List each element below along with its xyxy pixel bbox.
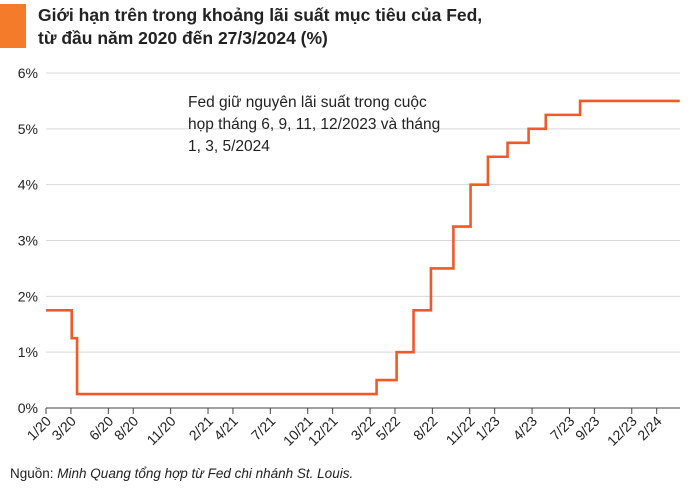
source-prefix: Nguồn:	[10, 466, 58, 481]
x-tick-label: 4/23	[510, 413, 541, 444]
y-axis-ticks: 0% 1% 2% 3% 4% 5% 6%	[18, 65, 38, 416]
x-tick-label: 2/24	[634, 413, 665, 444]
x-tick-label: 4/21	[210, 413, 241, 444]
x-tick-label: 7/23	[547, 413, 578, 444]
x-tick-label: 3/22	[348, 413, 379, 444]
hold-annotation: Fed giữ nguyên lãi suất trong cuộc họp th…	[188, 94, 440, 155]
y-tick-label: 2%	[18, 288, 38, 304]
x-tick-label: 2/21	[186, 413, 217, 444]
annotation-line: họp tháng 6, 9, 11, 12/2023 và tháng	[188, 116, 440, 133]
y-tick-label: 1%	[18, 344, 38, 360]
x-tick-label: 1/20	[24, 413, 55, 444]
x-axis-ticks: 1/203/20 6/208/20 11/20 2/214/21 7/21 10/2112…	[24, 408, 665, 449]
source-note: Nguồn: Minh Quang tổng hợp từ Fed chi nh…	[10, 466, 353, 481]
annotation-line: 1, 3, 5/2024	[188, 138, 270, 155]
x-tick-label: 6/20	[86, 413, 117, 444]
title-accent-bar	[0, 4, 26, 48]
grid-lines	[46, 72, 680, 353]
x-tick-label: 3/20	[48, 413, 79, 444]
chart-title: Giới hạn trên trong khoảng lãi suất mục …	[38, 4, 678, 50]
y-tick-label: 0%	[18, 400, 38, 416]
x-tick-label: 11/20	[143, 413, 179, 449]
chart-title-line-2: từ đầu năm 2020 đến 27/3/2024 (%)	[38, 28, 328, 48]
y-tick-label: 4%	[18, 177, 38, 193]
rate-step-line	[46, 99, 680, 396]
x-tick-label: 12/21	[305, 413, 341, 449]
x-tick-label: 1/23	[472, 413, 503, 444]
chart-title-line-1: Giới hạn trên trong khoảng lãi suất mục …	[38, 5, 483, 25]
x-tick-label: 9/23	[572, 413, 603, 444]
x-tick-label: 5/22	[373, 413, 404, 444]
y-tick-label: 6%	[18, 65, 38, 81]
source-text: Minh Quang tổng hợp từ Fed chi nhánh St.…	[57, 466, 354, 481]
annotation-line: Fed giữ nguyên lãi suất trong cuộc	[188, 94, 427, 111]
y-tick-label: 5%	[18, 121, 38, 137]
x-tick-label: 7/21	[248, 413, 279, 444]
x-tick-label: 8/22	[410, 413, 441, 444]
x-tick-label: 8/20	[111, 413, 142, 444]
y-tick-label: 3%	[18, 233, 38, 249]
